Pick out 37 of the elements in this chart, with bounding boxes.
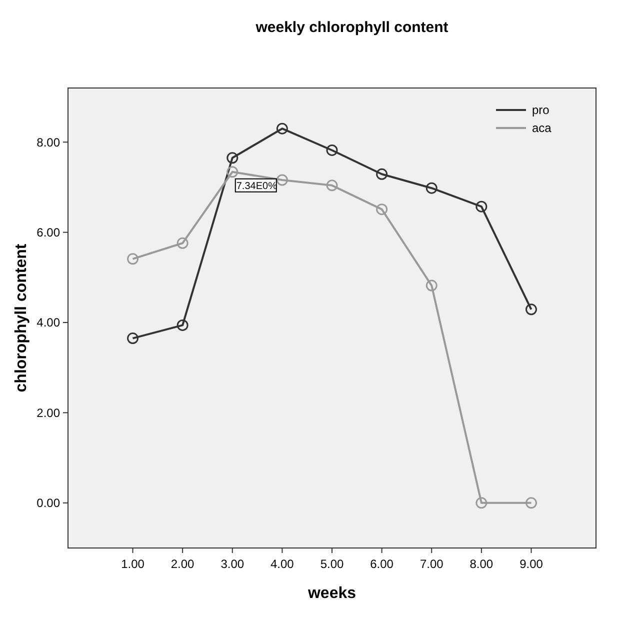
x-tick-label: 9.00 <box>520 557 544 571</box>
point <box>376 168 388 180</box>
point <box>127 253 139 265</box>
point <box>326 180 338 192</box>
point <box>376 204 388 216</box>
y-tick-label: 8.00 <box>36 135 60 150</box>
point <box>476 497 488 509</box>
x-tick-label: 1.00 <box>121 557 145 571</box>
legend-label: aca <box>532 121 552 136</box>
point <box>326 144 338 156</box>
point <box>426 280 438 292</box>
point <box>525 304 537 316</box>
x-axis-title: weeks <box>306 585 356 602</box>
x-tick-label: 3.00 <box>220 557 244 571</box>
point <box>276 122 288 134</box>
y-tick-label: 2.00 <box>36 406 60 420</box>
x-tick-label: 6.00 <box>370 557 394 571</box>
x-tick-label: 5.00 <box>320 557 344 571</box>
point <box>276 174 288 186</box>
y-tick-label: 6.00 <box>36 226 60 240</box>
point <box>176 319 188 331</box>
y-tick-label: 4.00 <box>36 316 60 330</box>
point <box>226 166 238 178</box>
point <box>176 237 188 249</box>
legend-label: pro <box>532 103 550 118</box>
y-axis-title: chlorophyll content <box>13 243 30 392</box>
point <box>426 182 438 194</box>
point <box>226 152 238 164</box>
x-tick-label: 2.00 <box>170 557 195 571</box>
point <box>476 200 488 212</box>
chart-title: weekly chlorophyll content <box>254 19 448 36</box>
x-tick-label: 4.00 <box>270 557 294 571</box>
y-tick-label: 0.00 <box>36 496 60 510</box>
point <box>525 497 537 509</box>
x-tick-label: 8.00 <box>470 557 494 571</box>
x-tick-label: 7.00 <box>420 557 444 571</box>
point <box>127 332 139 344</box>
